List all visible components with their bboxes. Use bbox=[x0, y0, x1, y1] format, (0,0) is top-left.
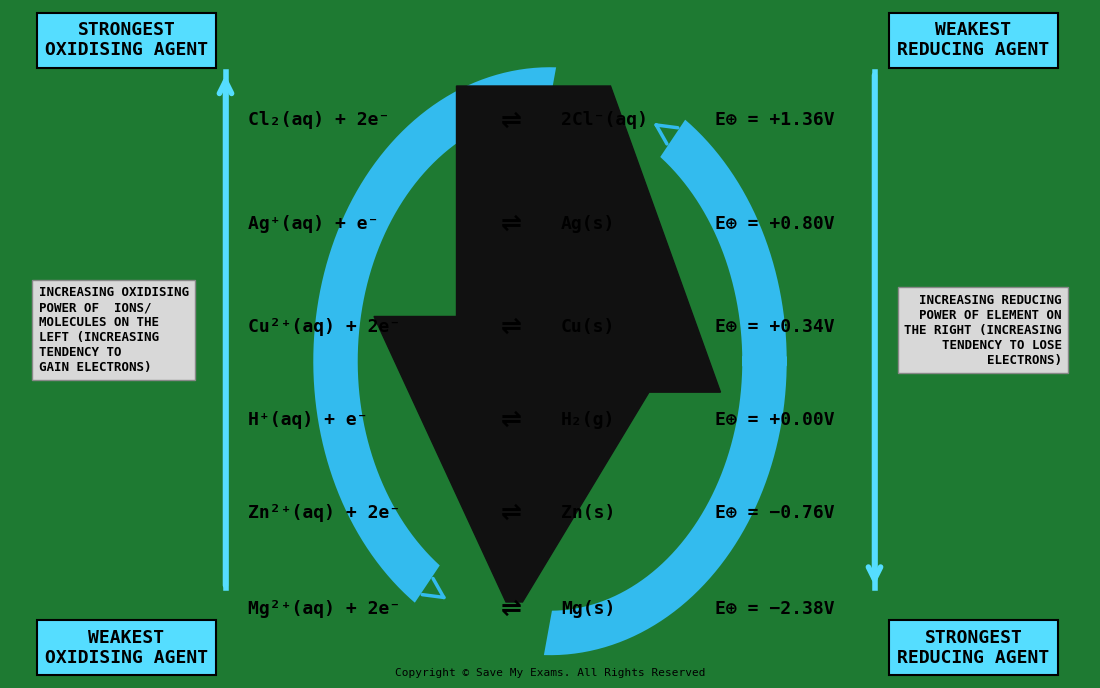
Text: E⊕ = −2.38V: E⊕ = −2.38V bbox=[715, 600, 835, 618]
Text: 2Cl⁻(aq): 2Cl⁻(aq) bbox=[561, 111, 648, 129]
Text: E⊕ = −0.76V: E⊕ = −0.76V bbox=[715, 504, 835, 522]
Text: E⊕ = +0.00V: E⊕ = +0.00V bbox=[715, 411, 835, 429]
Text: INCREASING REDUCING
POWER OF ELEMENT ON
THE RIGHT (INCREASING
TENDENCY TO LOSE
E: INCREASING REDUCING POWER OF ELEMENT ON … bbox=[904, 294, 1062, 367]
Text: STRONGEST
REDUCING AGENT: STRONGEST REDUCING AGENT bbox=[898, 629, 1049, 667]
Text: ⇌: ⇌ bbox=[500, 212, 522, 235]
Text: INCREASING OXIDISING
POWER OF  IONS/
MOLECULES ON THE
LEFT (INCREASING
TENDENCY : INCREASING OXIDISING POWER OF IONS/ MOLE… bbox=[39, 286, 188, 374]
Text: ⇌: ⇌ bbox=[500, 501, 522, 524]
Text: Mg²⁺(aq) + 2e⁻: Mg²⁺(aq) + 2e⁻ bbox=[248, 600, 399, 618]
Text: H⁺(aq) + e⁻: H⁺(aq) + e⁻ bbox=[248, 411, 367, 429]
Text: Cl₂(aq) + 2e⁻: Cl₂(aq) + 2e⁻ bbox=[248, 111, 389, 129]
Text: Cu²⁺(aq) + 2e⁻: Cu²⁺(aq) + 2e⁻ bbox=[248, 318, 399, 336]
Text: Copyright © Save My Exams. All Rights Reserved: Copyright © Save My Exams. All Rights Re… bbox=[395, 667, 705, 678]
Polygon shape bbox=[374, 86, 720, 602]
Text: ⇌: ⇌ bbox=[500, 109, 522, 132]
Text: WEAKEST
REDUCING AGENT: WEAKEST REDUCING AGENT bbox=[898, 21, 1049, 59]
Text: E⊕ = +1.36V: E⊕ = +1.36V bbox=[715, 111, 835, 129]
Text: Zn²⁺(aq) + 2e⁻: Zn²⁺(aq) + 2e⁻ bbox=[248, 504, 399, 522]
Text: E⊕ = +0.80V: E⊕ = +0.80V bbox=[715, 215, 835, 233]
Text: ⇌: ⇌ bbox=[500, 408, 522, 431]
Text: Zn(s): Zn(s) bbox=[561, 504, 615, 522]
Text: Ag(s): Ag(s) bbox=[561, 215, 615, 233]
Text: Ag⁺(aq) + e⁻: Ag⁺(aq) + e⁻ bbox=[248, 215, 378, 233]
Text: Mg(s): Mg(s) bbox=[561, 600, 615, 618]
Text: ⇌: ⇌ bbox=[500, 597, 522, 621]
Text: WEAKEST
OXIDISING AGENT: WEAKEST OXIDISING AGENT bbox=[45, 629, 208, 667]
Text: H₂(g): H₂(g) bbox=[561, 411, 615, 429]
Text: ⇌: ⇌ bbox=[500, 315, 522, 338]
Text: E⊕ = +0.34V: E⊕ = +0.34V bbox=[715, 318, 835, 336]
Text: Cu(s): Cu(s) bbox=[561, 318, 615, 336]
Text: STRONGEST
OXIDISING AGENT: STRONGEST OXIDISING AGENT bbox=[45, 21, 208, 59]
